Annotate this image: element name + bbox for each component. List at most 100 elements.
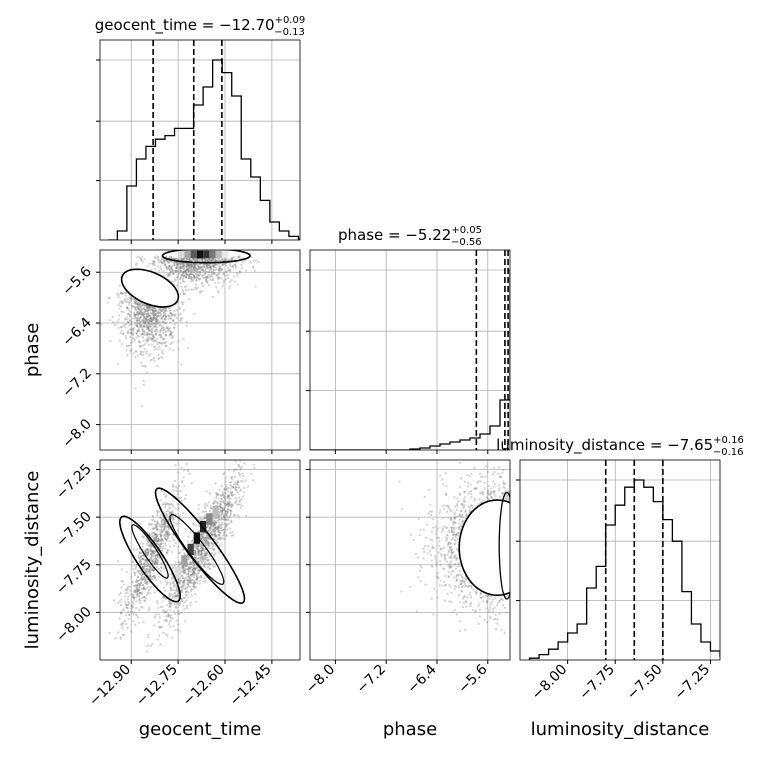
sample-point <box>183 259 186 262</box>
sample-point <box>199 291 202 294</box>
sample-point <box>148 570 152 573</box>
sample-point <box>145 306 148 309</box>
sample-point <box>136 325 139 328</box>
sample-point <box>169 511 172 514</box>
sample-point <box>172 272 175 275</box>
sample-point <box>164 344 167 348</box>
sample-point <box>441 530 444 533</box>
sample-point <box>175 595 178 598</box>
sample-point <box>145 560 148 564</box>
sample-point <box>180 267 184 270</box>
sample-point <box>129 331 133 334</box>
sample-point <box>218 505 221 508</box>
sample-point <box>137 330 140 333</box>
sample-point <box>195 279 198 282</box>
sample-point <box>147 327 150 330</box>
sample-point <box>117 560 120 563</box>
sample-point <box>171 269 175 273</box>
sample-point <box>143 365 146 368</box>
sample-point <box>166 535 169 538</box>
sample-point <box>199 556 203 559</box>
sample-point <box>179 262 182 265</box>
sample-point <box>224 513 227 516</box>
sample-point <box>194 578 198 581</box>
sample-point <box>231 256 234 259</box>
sample-point <box>186 582 189 585</box>
sample-point <box>200 547 203 550</box>
sample-point <box>160 538 163 541</box>
sample-point <box>144 318 147 321</box>
sample-point <box>150 317 154 321</box>
sample-point <box>180 466 183 470</box>
sample-point <box>109 340 112 343</box>
sample-point <box>151 306 155 309</box>
sample-point <box>143 578 147 581</box>
sample-point <box>185 263 188 266</box>
sample-point <box>193 552 196 555</box>
sample-point <box>155 613 158 616</box>
sample-point <box>198 569 201 572</box>
sample-point <box>188 566 191 569</box>
sample-point <box>178 514 182 517</box>
sample-point <box>193 572 196 575</box>
sample-point <box>153 360 156 363</box>
sample-point <box>221 511 224 514</box>
sample-point <box>141 313 144 316</box>
sample-point <box>229 263 232 266</box>
sample-point <box>218 513 221 516</box>
histogram-step-geocent_time <box>107 59 300 240</box>
sample-point <box>117 326 120 330</box>
sample-point <box>238 256 241 259</box>
sample-point <box>157 537 160 540</box>
sample-point <box>144 365 147 368</box>
sample-point <box>153 313 156 317</box>
sample-point <box>142 350 145 353</box>
sample-point <box>177 580 180 584</box>
sample-point <box>190 276 193 279</box>
sample-point <box>247 485 250 488</box>
sample-point <box>491 598 495 601</box>
sample-point <box>165 330 168 333</box>
sample-point <box>197 274 200 277</box>
sample-point <box>152 321 155 325</box>
sample-point <box>228 268 231 271</box>
sample-point <box>184 264 187 268</box>
sample-point <box>183 583 186 587</box>
sample-point <box>177 490 180 493</box>
sample-point <box>157 322 160 325</box>
sample-point <box>146 311 150 315</box>
sample-point <box>213 522 216 525</box>
sample-point <box>140 323 143 327</box>
sample-point <box>205 536 208 540</box>
sample-point <box>168 510 171 514</box>
sample-point <box>175 263 178 266</box>
sample-point <box>457 584 460 587</box>
contour-line <box>131 524 169 579</box>
sample-point <box>188 555 191 559</box>
sample-point <box>166 261 169 264</box>
sample-point <box>187 577 190 580</box>
sample-point <box>156 342 159 346</box>
sample-point <box>158 323 162 326</box>
sample-point <box>223 507 226 511</box>
sample-point <box>142 565 146 568</box>
sample-point <box>156 540 159 544</box>
sample-point <box>188 276 191 279</box>
sample-point <box>119 332 122 335</box>
sample-point <box>196 268 200 271</box>
sample-point <box>147 571 150 574</box>
sample-point <box>162 518 165 521</box>
sample-point <box>165 552 169 555</box>
sample-point <box>187 572 190 575</box>
sample-point <box>253 269 256 272</box>
sample-point <box>194 258 197 261</box>
sample-point <box>206 264 209 267</box>
sample-point <box>188 578 192 581</box>
sample-point <box>125 306 128 309</box>
sample-point <box>208 284 211 287</box>
sample-point <box>240 263 243 266</box>
sample-point <box>447 529 450 532</box>
sample-point <box>198 270 201 273</box>
sample-point <box>187 567 190 570</box>
sample-point <box>163 537 167 540</box>
